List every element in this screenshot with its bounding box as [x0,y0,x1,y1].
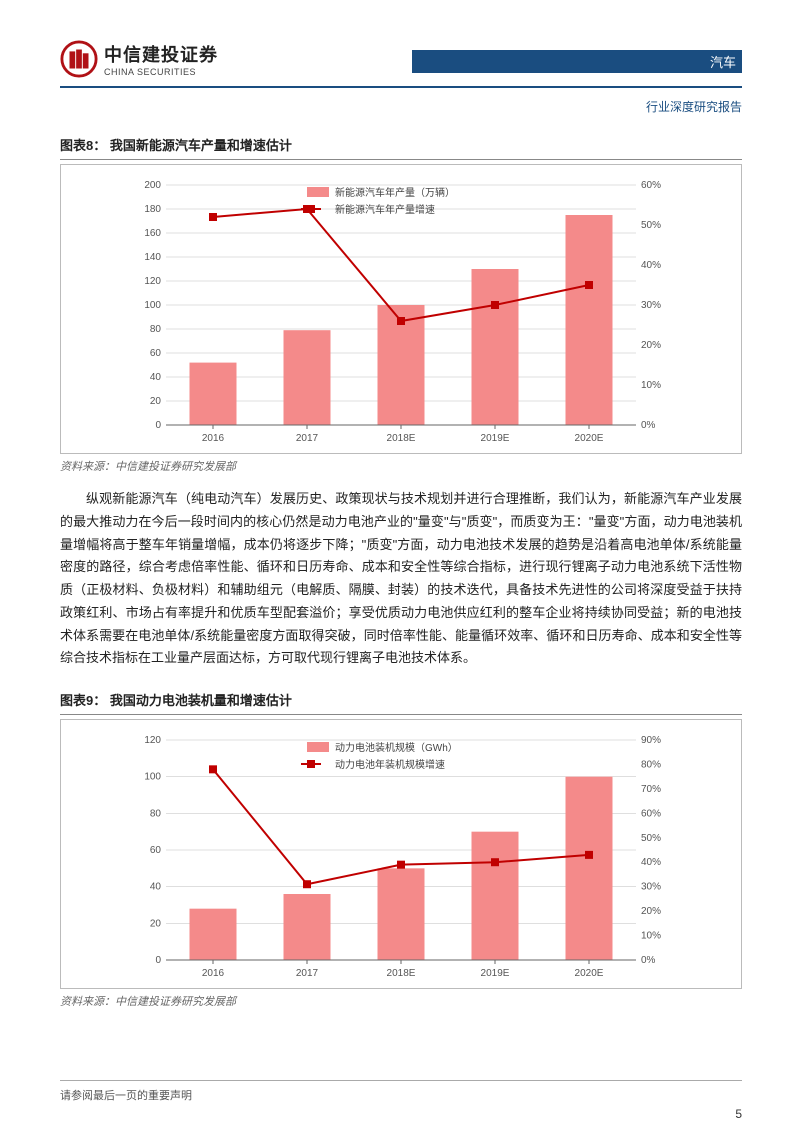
chart9-source: 资料来源：中信建投证券研究发展部 [60,993,742,1009]
svg-text:新能源汽车年产量增速: 新能源汽车年产量增速 [335,203,435,216]
svg-text:160: 160 [144,228,161,239]
svg-text:2020E: 2020E [575,968,604,979]
chart8-title: 图表8： 我国新能源汽车产量和增速估计 [60,135,742,160]
chart8-block: 图表8： 我国新能源汽车产量和增速估计 0 20 40 60 80 100 120 140 16… [60,135,742,474]
svg-text:动力电池年装机规模增速: 动力电池年装机规模增速 [335,758,445,771]
svg-text:100: 100 [144,300,161,311]
svg-text:10%: 10% [641,931,661,942]
svg-text:2017: 2017 [296,968,319,979]
chart8-wrap: 0 20 40 60 80 100 120 140 160 180 200 0% 10% 20% 30% 40… [60,164,742,454]
svg-text:新能源汽车年产量（万辆）: 新能源汽车年产量（万辆） [335,186,455,199]
svg-text:80: 80 [150,808,162,819]
svg-text:120: 120 [144,276,161,287]
svg-text:0%: 0% [641,420,656,431]
svg-text:20%: 20% [641,340,661,351]
footer-disclaimer: 请参阅最后一页的重要声明 [60,1087,192,1103]
svg-text:140: 140 [144,252,161,263]
svg-text:30%: 30% [641,882,661,893]
chart8-source: 资料来源：中信建投证券研究发展部 [60,458,742,474]
chart9-svg: 0 20 40 60 80 100 120 0% 10% 20% 30% 40% 50% 60% 70% 80… [121,726,681,986]
page-header: 中信建投证券 CHINA SECURITIES 汽车 [60,40,742,88]
svg-text:80: 80 [150,324,162,335]
svg-text:2016: 2016 [202,433,225,444]
body-paragraph: 纵观新能源汽车（纯电动汽车）发展历史、政策现状与技术规划并进行合理推断，我们认为… [60,488,742,670]
svg-text:40: 40 [150,882,162,893]
svg-text:20: 20 [150,918,162,929]
svg-text:10%: 10% [641,380,661,391]
svg-text:20%: 20% [641,906,661,917]
svg-text:0: 0 [155,420,161,431]
company-logo-icon [60,40,98,78]
svg-text:2016: 2016 [202,968,225,979]
svg-text:60: 60 [150,348,162,359]
svg-text:70%: 70% [641,784,661,795]
svg-text:60: 60 [150,845,162,856]
svg-text:50%: 50% [641,833,661,844]
chart9-title: 图表9： 我国动力电池装机量和增速估计 [60,690,742,715]
svg-text:200: 200 [144,180,161,191]
logo-english: CHINA SECURITIES [104,67,218,77]
chart9-wrap: 0 20 40 60 80 100 120 0% 10% 20% 30% 40% 50% 60% 70% 80… [60,719,742,989]
svg-text:30%: 30% [641,300,661,311]
svg-text:0%: 0% [641,955,656,966]
svg-text:0: 0 [155,955,161,966]
report-type: 行业深度研究报告 [60,98,742,115]
svg-text:2018E: 2018E [387,433,416,444]
chart9-block: 图表9： 我国动力电池装机量和增速估计 0 20 40 60 80 100 120 0% 10%… [60,690,742,1009]
svg-text:90%: 90% [641,735,661,746]
footer: 请参阅最后一页的重要声明 [60,1080,742,1103]
logo-chinese: 中信建投证券 [104,41,218,67]
sector-tag: 汽车 [412,50,742,73]
logo-block: 中信建投证券 CHINA SECURITIES [60,40,218,78]
svg-text:动力电池装机规模（GWh）: 动力电池装机规模（GWh） [335,741,458,754]
svg-text:40%: 40% [641,260,661,271]
svg-text:2019E: 2019E [481,968,510,979]
svg-text:80%: 80% [641,759,661,770]
page-number: 5 [735,1107,742,1121]
svg-text:2018E: 2018E [387,968,416,979]
svg-text:40: 40 [150,372,162,383]
chart8-svg: 0 20 40 60 80 100 120 140 160 180 200 0% 10% 20% 30% 40… [121,171,681,451]
svg-text:2020E: 2020E [575,433,604,444]
svg-text:20: 20 [150,396,162,407]
svg-text:60%: 60% [641,808,661,819]
svg-text:2017: 2017 [296,433,319,444]
svg-text:40%: 40% [641,857,661,868]
svg-text:60%: 60% [641,180,661,191]
svg-text:100: 100 [144,772,161,783]
svg-text:50%: 50% [641,220,661,231]
svg-text:120: 120 [144,735,161,746]
svg-text:180: 180 [144,204,161,215]
svg-text:2019E: 2019E [481,433,510,444]
